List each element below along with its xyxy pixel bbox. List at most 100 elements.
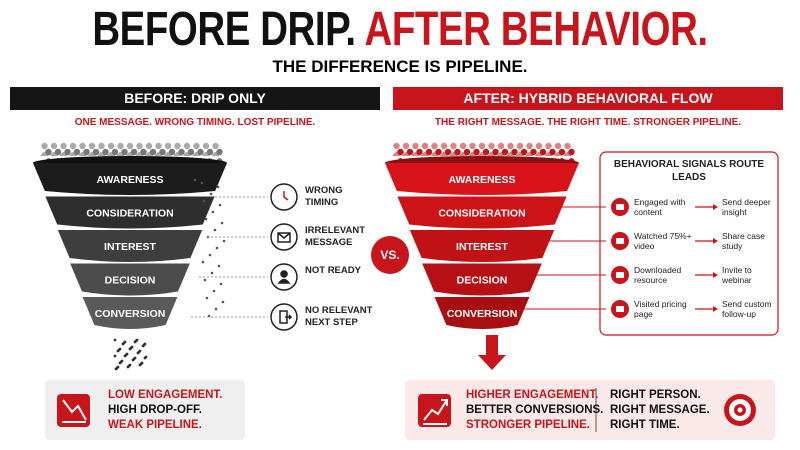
stage-label: CONSIDERATION (438, 208, 525, 220)
person-head (497, 142, 505, 150)
person-head (421, 142, 429, 150)
problem-label: NO RELEVANT NEXT STEP (305, 305, 373, 328)
funnel-stage (409, 230, 555, 262)
leak-drop (202, 199, 206, 203)
leak-drop (221, 300, 225, 304)
target-ring (737, 407, 743, 413)
title: BEFORE DRIP. AFTER BEHAVIOR. (80, 2, 720, 57)
person-head (88, 142, 96, 150)
signals-box (599, 151, 779, 336)
person-head (126, 142, 134, 150)
leak-drop (120, 359, 124, 363)
leak-drop (210, 271, 214, 275)
signal-label: Watched 75%+ video (634, 231, 692, 251)
person-head (164, 142, 172, 150)
person-head (425, 148, 433, 156)
person-head (545, 142, 552, 150)
person-head (168, 148, 176, 156)
leak-drop (201, 260, 205, 264)
summary-line: HIGHER ENGAGEMENT. (466, 389, 599, 401)
stage-label: INTEREST (104, 241, 157, 253)
leak-drop (216, 185, 220, 189)
person-head (554, 142, 562, 150)
title-before: BEFORE DRIP. (92, 3, 356, 56)
summary-line: BETTER CONVERSIONS. (466, 404, 604, 416)
person-head (488, 142, 495, 150)
leak-drop (113, 338, 117, 342)
person-head (507, 142, 514, 150)
person-head (41, 142, 48, 150)
person-head (444, 148, 452, 156)
leak-drop (135, 338, 139, 342)
person-head (69, 142, 77, 150)
summary-glyph (62, 399, 87, 423)
person-head (64, 148, 71, 156)
stage-label: AWARENESS (448, 174, 515, 186)
leak-drop (193, 178, 197, 182)
leak-drop (200, 181, 204, 185)
person-head (416, 148, 423, 156)
person-head (459, 142, 467, 150)
person-head (60, 142, 67, 150)
signal-arrow-head (713, 306, 718, 312)
person-head (440, 142, 448, 150)
leak-drop (116, 365, 120, 369)
person-head (79, 142, 86, 150)
leak-drop (138, 349, 142, 353)
stage-label: CONVERSION (95, 308, 166, 320)
funnel-stage (397, 196, 567, 229)
person-head (463, 148, 471, 156)
stage-label: DECISION (457, 275, 508, 287)
subtitle: THE DIFFERENCE IS PIPELINE. (272, 57, 528, 76)
summary-line: RIGHT TIME. (610, 419, 680, 431)
person-head (174, 142, 181, 150)
after-summary-box (405, 380, 775, 440)
person-head (526, 142, 533, 150)
signals-title: BEHAVIORAL SIGNALS ROUTE LEADS (613, 159, 765, 183)
person-head (216, 148, 223, 156)
person-head (492, 148, 499, 156)
signal-label: Visited pricing page (634, 299, 687, 319)
leak-drop (222, 239, 226, 243)
leak-drop (144, 355, 148, 359)
before-heading: BEFORE: DRIP ONLY (10, 87, 380, 110)
problem-icon (270, 303, 298, 331)
person-head (159, 148, 166, 156)
leak-drop (211, 210, 215, 214)
problem-glyph (277, 232, 291, 243)
funnel-stage (45, 196, 215, 229)
leak-drop (125, 352, 129, 356)
person-head (469, 142, 476, 150)
stage-label: AWARENESS (96, 174, 163, 186)
person-head (431, 142, 438, 150)
person-head (155, 142, 162, 150)
person-head (54, 148, 62, 156)
person-head (511, 148, 518, 156)
leak-drop (123, 340, 127, 344)
person-head (397, 148, 404, 156)
person-head (568, 148, 575, 156)
person-head (187, 148, 195, 156)
summary-line: WEAK PIPELINE. (108, 419, 202, 431)
vs-badge (371, 236, 409, 274)
before-tagline: ONE MESSAGE. WRONG TIMING. LOST PIPELINE… (74, 117, 316, 128)
leak-drop (217, 264, 221, 268)
leak-drop (118, 347, 122, 351)
person-head (501, 148, 509, 156)
problem-glyph (279, 310, 293, 324)
person-head (117, 142, 124, 150)
person-head (183, 142, 191, 150)
after-heading: AFTER: HYBRID BEHAVIORAL FLOW (393, 87, 783, 110)
funnel-stage (33, 163, 227, 195)
person-head (178, 148, 185, 156)
person-head (450, 142, 457, 150)
action-label: Share case study (722, 231, 765, 251)
after-tagline: THE RIGHT MESSAGE. THE RIGHT TIME. STRON… (434, 117, 742, 128)
stage-label: CONVERSION (447, 308, 518, 320)
person-head (412, 142, 419, 150)
person-head (564, 142, 571, 150)
person-head (50, 142, 58, 150)
person-head (193, 142, 200, 150)
